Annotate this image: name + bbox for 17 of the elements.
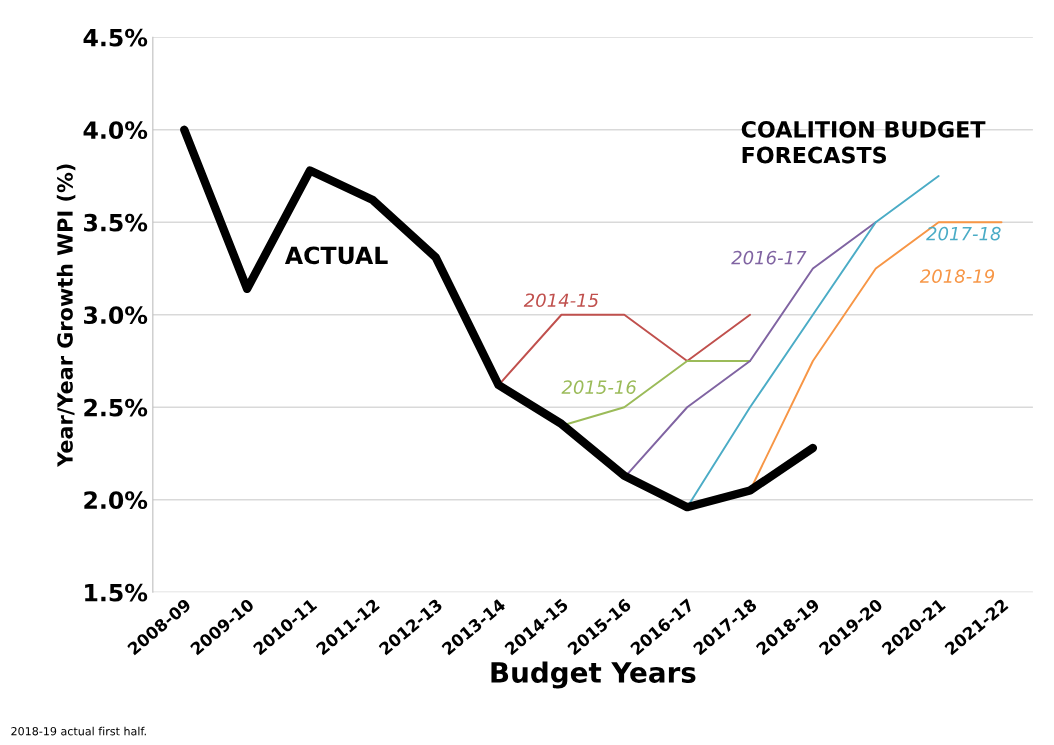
- series-label: 2017-18: [926, 226, 1001, 241]
- series-label: ACTUAL: [284, 246, 388, 265]
- annotation: COALITION BUDGET FORECASTS: [741, 120, 986, 164]
- series-label: 2015-16: [561, 380, 637, 394]
- series-label: 2014-15: [523, 293, 599, 308]
- x-axis-title: Budget Years: [491, 661, 696, 689]
- y-tick-label: 2.0%: [84, 491, 148, 510]
- y-tick-label: 3.5%: [84, 213, 148, 232]
- text: 2018-19 actual first half.: [11, 726, 146, 736]
- y-tick-label: 4.0%: [83, 121, 148, 140]
- series-label: 2018-19: [919, 269, 995, 283]
- y-tick-label: 2.5%: [84, 398, 148, 417]
- series-label: 2016-17: [731, 250, 807, 265]
- y-tick-label: 4.5%: [83, 28, 148, 47]
- y-axis-title: Year/Year Growth WPI (%): [56, 164, 76, 468]
- y-tick-label: 1.5%: [85, 583, 148, 602]
- y-tick-label: 3.0%: [84, 306, 148, 325]
